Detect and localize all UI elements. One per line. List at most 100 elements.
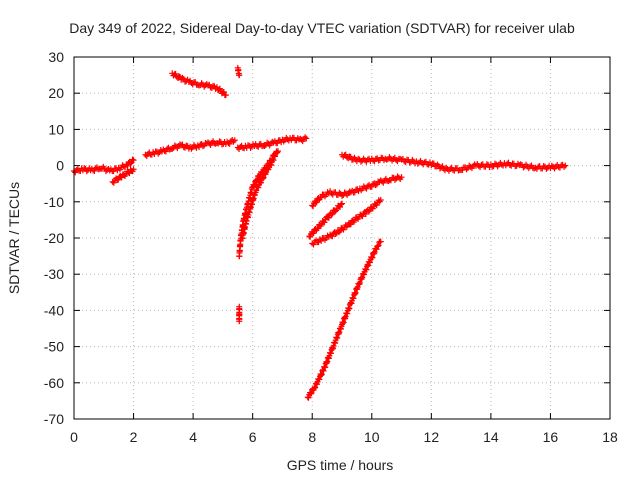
data-point (351, 189, 358, 196)
marks-layer (71, 64, 569, 401)
data-point (355, 155, 362, 162)
x-tick-label: 14 (483, 429, 499, 445)
y-tick-label: -10 (44, 194, 64, 210)
data-point (359, 213, 366, 220)
data-point (220, 89, 227, 96)
data-point (91, 167, 98, 174)
data-point (115, 176, 122, 183)
data-point (270, 157, 277, 164)
data-point (172, 70, 179, 77)
data-point (252, 177, 259, 184)
data-point (398, 174, 405, 181)
data-point (475, 162, 482, 169)
data-point (118, 174, 125, 181)
x-tick-label: 2 (130, 429, 138, 445)
data-point (130, 157, 137, 164)
data-point (247, 144, 254, 151)
data-point (378, 154, 385, 161)
series-arc-h (239, 156, 277, 242)
data-point (125, 169, 132, 176)
data-point (434, 161, 441, 168)
data-point (169, 145, 176, 152)
data-point (377, 196, 384, 203)
data-point (179, 74, 186, 81)
data-point (255, 184, 262, 191)
y-tick-label: 20 (48, 85, 64, 101)
series-arc-i (236, 303, 243, 325)
y-tick-label: 10 (48, 121, 64, 137)
data-point (540, 163, 547, 170)
data-point (308, 390, 315, 397)
data-point (375, 242, 382, 249)
series-arc-j (306, 200, 345, 240)
data-point (231, 137, 238, 144)
data-point (259, 175, 266, 182)
data-point (390, 156, 397, 163)
data-point (305, 394, 312, 401)
series-arc-e (234, 64, 243, 79)
data-point (328, 190, 335, 197)
data-point (127, 160, 134, 167)
grid-layer (74, 57, 610, 419)
y-tick-label: -50 (44, 339, 64, 355)
y-tick-label: -40 (44, 302, 64, 318)
data-point (303, 135, 310, 142)
data-point (110, 179, 117, 186)
data-point (162, 148, 169, 155)
data-point (338, 201, 345, 208)
x-tick-label: 4 (189, 429, 197, 445)
data-point (394, 173, 401, 180)
data-point (236, 318, 243, 325)
data-point (310, 229, 317, 236)
data-point (321, 219, 328, 226)
y-tick-label: 0 (56, 158, 64, 174)
series-arc-c (142, 136, 238, 160)
data-point (489, 163, 496, 170)
data-point (313, 199, 320, 206)
data-point (329, 233, 336, 240)
series-arc-b (109, 166, 137, 186)
x-tick-label: 8 (308, 429, 316, 445)
data-point (325, 214, 332, 221)
series-arc-d (169, 70, 229, 99)
data-point (491, 160, 498, 167)
data-point (368, 183, 375, 190)
data-point (391, 176, 398, 183)
data-point (362, 211, 369, 218)
data-point (459, 167, 466, 174)
y-axis-label: SDTVAR / TECUs (6, 182, 22, 294)
data-point (414, 160, 421, 167)
data-point (548, 162, 555, 169)
data-point (336, 189, 343, 196)
data-point (393, 157, 400, 164)
data-point (364, 183, 371, 190)
data-point (342, 151, 349, 158)
chart-title: Day 349 of 2022, Sidereal Day-to-day VTE… (69, 20, 575, 36)
y-tick-label: -20 (44, 230, 64, 246)
data-point (328, 211, 335, 218)
data-point (332, 230, 339, 237)
data-point (373, 202, 380, 209)
data-point (236, 72, 243, 79)
data-point (130, 166, 137, 173)
data-point (302, 134, 309, 141)
data-point (467, 163, 474, 170)
data-point (307, 233, 314, 240)
data-point (216, 85, 223, 92)
x-tick-label: 6 (249, 429, 257, 445)
data-point (339, 192, 345, 199)
data-point (129, 156, 136, 163)
data-point (543, 165, 550, 172)
x-tick-label: 18 (602, 429, 618, 445)
data-point (261, 142, 268, 149)
data-point (406, 159, 413, 166)
data-point (357, 158, 364, 165)
data-point (562, 162, 569, 169)
data-point (443, 164, 450, 171)
data-point (274, 148, 281, 155)
data-point (504, 160, 511, 167)
x-tick-label: 16 (543, 429, 559, 445)
data-point (372, 182, 379, 189)
